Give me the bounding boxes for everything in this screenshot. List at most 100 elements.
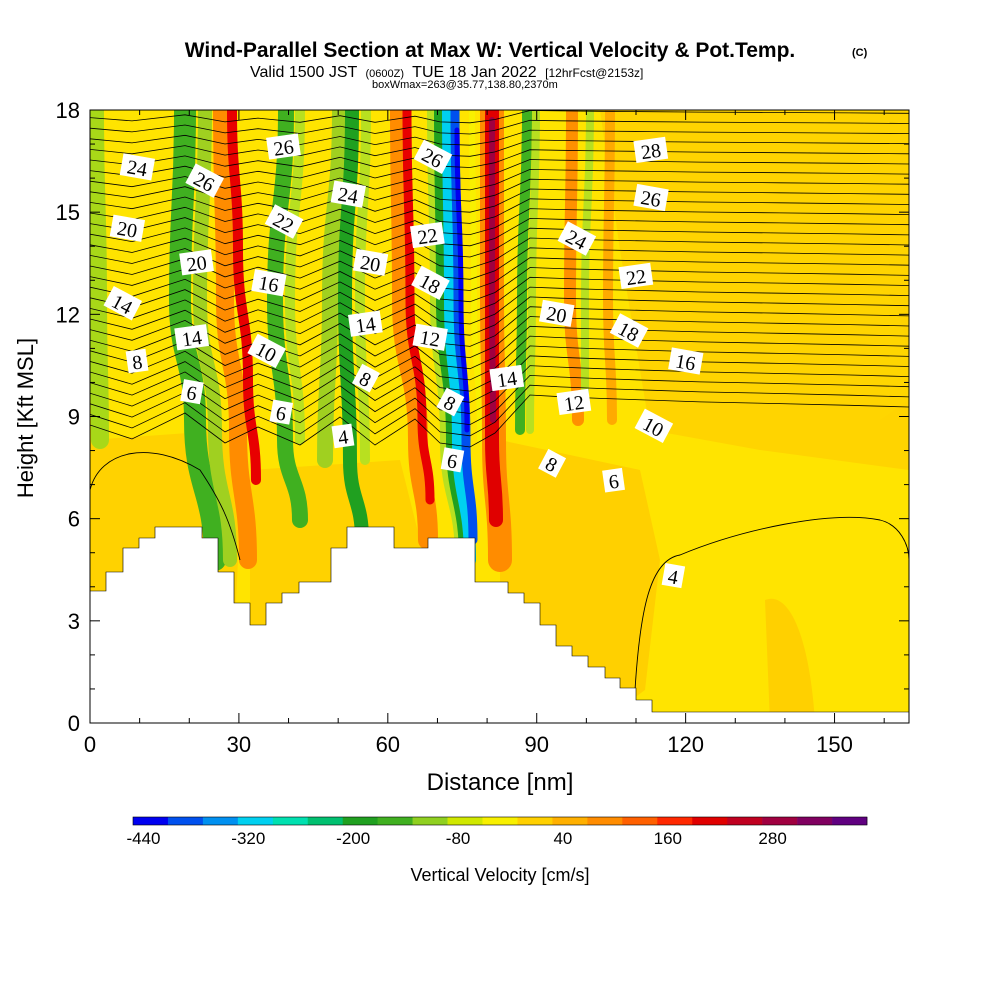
x-tick-label: 30 bbox=[227, 732, 251, 757]
colorbar-swatch bbox=[237, 817, 274, 825]
theta-contour-line bbox=[90, 267, 909, 303]
contour-label-bg bbox=[661, 563, 686, 589]
contour-label-text: 14 bbox=[354, 313, 377, 338]
contour-label-bg bbox=[269, 399, 294, 425]
colorbar-swatch bbox=[517, 817, 553, 825]
contour-label-bg bbox=[125, 348, 149, 374]
colorbar-swatch bbox=[587, 817, 623, 825]
contour-label-bg bbox=[266, 133, 301, 160]
colorbar-swatch bbox=[167, 817, 204, 825]
contour-label-text: 14 bbox=[496, 368, 519, 393]
contour-label: 10 bbox=[634, 408, 674, 444]
colorbar-swatch bbox=[832, 817, 868, 825]
contour-label-bg bbox=[174, 324, 210, 351]
orange-band-a bbox=[213, 110, 257, 569]
chart-box-info: boxWmax=263@35.77,138.80,2370m bbox=[372, 79, 558, 91]
contour-label: 8 bbox=[538, 448, 567, 478]
contour-label-bg bbox=[347, 310, 383, 337]
y-tick-label: 18 bbox=[56, 98, 80, 123]
contour-label: 8 bbox=[436, 387, 465, 417]
y-tick-label: 9 bbox=[68, 405, 80, 430]
theta-contour-line bbox=[90, 198, 909, 224]
y-tick-label: 3 bbox=[68, 609, 80, 634]
theta-contour-line bbox=[90, 306, 909, 347]
theta-contour-4-left bbox=[90, 452, 241, 561]
contour-label-bg bbox=[409, 221, 445, 249]
contour-label: 20 bbox=[179, 249, 214, 277]
orange-band-j bbox=[602, 110, 617, 425]
theta-contour-line bbox=[90, 119, 909, 135]
colorbar-swatch bbox=[412, 817, 448, 825]
subtitle-valid: Valid 1500 JST bbox=[250, 64, 358, 81]
subtitle-date: TUE 18 Jan 2022 bbox=[412, 64, 537, 81]
colorbar-label: Vertical Velocity [cm/s] bbox=[410, 865, 589, 885]
chart-title: Wind-Parallel Section at Max W: Vertical… bbox=[185, 39, 796, 62]
y-tick-label: 6 bbox=[68, 507, 80, 532]
colorbar-swatch bbox=[272, 817, 309, 825]
x-tick-label: 90 bbox=[524, 732, 548, 757]
contour-label-bg bbox=[180, 379, 204, 405]
contour-label: 6 bbox=[269, 399, 294, 426]
contour-label-text: 20 bbox=[185, 252, 208, 277]
colorbar-swatch bbox=[727, 817, 763, 825]
contour-label-bg bbox=[247, 333, 286, 369]
axes: 0 30 60 90 120 150 0 3 6 9 12 15 18 bbox=[56, 98, 909, 757]
theta-contour-line bbox=[90, 286, 909, 325]
contour-label-bg bbox=[539, 299, 575, 327]
contour-label-bg bbox=[109, 214, 146, 242]
theta-contour-line bbox=[90, 208, 909, 236]
x-tick-label: 60 bbox=[376, 732, 400, 757]
x-tick-label: 0 bbox=[84, 732, 96, 757]
contour-label-bg bbox=[264, 204, 304, 239]
contour-label-text: 16 bbox=[257, 272, 281, 297]
contour-label-bg bbox=[538, 448, 567, 478]
red-band-a bbox=[227, 110, 261, 485]
theta-contour-line bbox=[90, 149, 909, 168]
contour-label-text: 6 bbox=[185, 382, 199, 405]
contour-label: 22 bbox=[409, 221, 445, 249]
lightgreen-band-c2 bbox=[354, 110, 371, 465]
theta-contour-line bbox=[90, 110, 909, 124]
contour-label: 20 bbox=[352, 248, 389, 277]
theta-contour-line bbox=[90, 316, 909, 359]
contour-label-bg bbox=[103, 285, 143, 321]
contour-label-bg bbox=[440, 447, 465, 473]
contour-label: 6 bbox=[440, 447, 465, 473]
contour-label: 12 bbox=[556, 388, 592, 416]
theta-contour-line bbox=[90, 257, 909, 291]
contour-label: 4 bbox=[331, 423, 355, 449]
contour-label-bg bbox=[411, 265, 450, 301]
theta-contour-line bbox=[90, 139, 909, 157]
chart-title-mark: (C) bbox=[852, 47, 868, 59]
lightgreen-band-c bbox=[317, 110, 348, 468]
orange-region-far-right bbox=[880, 290, 909, 420]
contour-label-text: 24 bbox=[125, 156, 149, 181]
contour-label: 16 bbox=[251, 269, 287, 297]
contour-label-bg bbox=[179, 249, 214, 276]
contour-label-bg bbox=[412, 323, 448, 351]
contour-label-bg bbox=[436, 387, 465, 417]
colorbar-tick-label: -80 bbox=[446, 829, 471, 848]
lightgreen-band-g bbox=[526, 110, 540, 434]
colorbar-swatch bbox=[482, 817, 518, 825]
contour-label-text: 20 bbox=[545, 303, 569, 328]
y-tick-label: 12 bbox=[56, 302, 80, 327]
contour-label-text: 24 bbox=[336, 184, 360, 209]
theta-contour-line bbox=[90, 394, 909, 448]
colorbar-swatch bbox=[202, 817, 239, 825]
theta-contour-line bbox=[90, 374, 909, 426]
colorbar-swatch bbox=[762, 817, 798, 825]
green-band-far-left bbox=[90, 110, 109, 449]
contour-label-text: 6 bbox=[274, 402, 288, 425]
contour-label-text: 12 bbox=[418, 327, 442, 352]
contour-label-bg bbox=[251, 269, 287, 297]
theta-contour-line bbox=[90, 276, 909, 314]
contour-label: 24 bbox=[119, 153, 156, 181]
colorbar-swatch bbox=[692, 817, 728, 825]
contour-label: 14 bbox=[174, 324, 210, 351]
contour-label: 14 bbox=[347, 310, 383, 338]
contour-label: 12 bbox=[412, 323, 448, 352]
contour-label: 14 bbox=[489, 364, 525, 393]
x-tick-label: 120 bbox=[667, 732, 704, 757]
colorbar-tick-label: 160 bbox=[654, 829, 682, 848]
